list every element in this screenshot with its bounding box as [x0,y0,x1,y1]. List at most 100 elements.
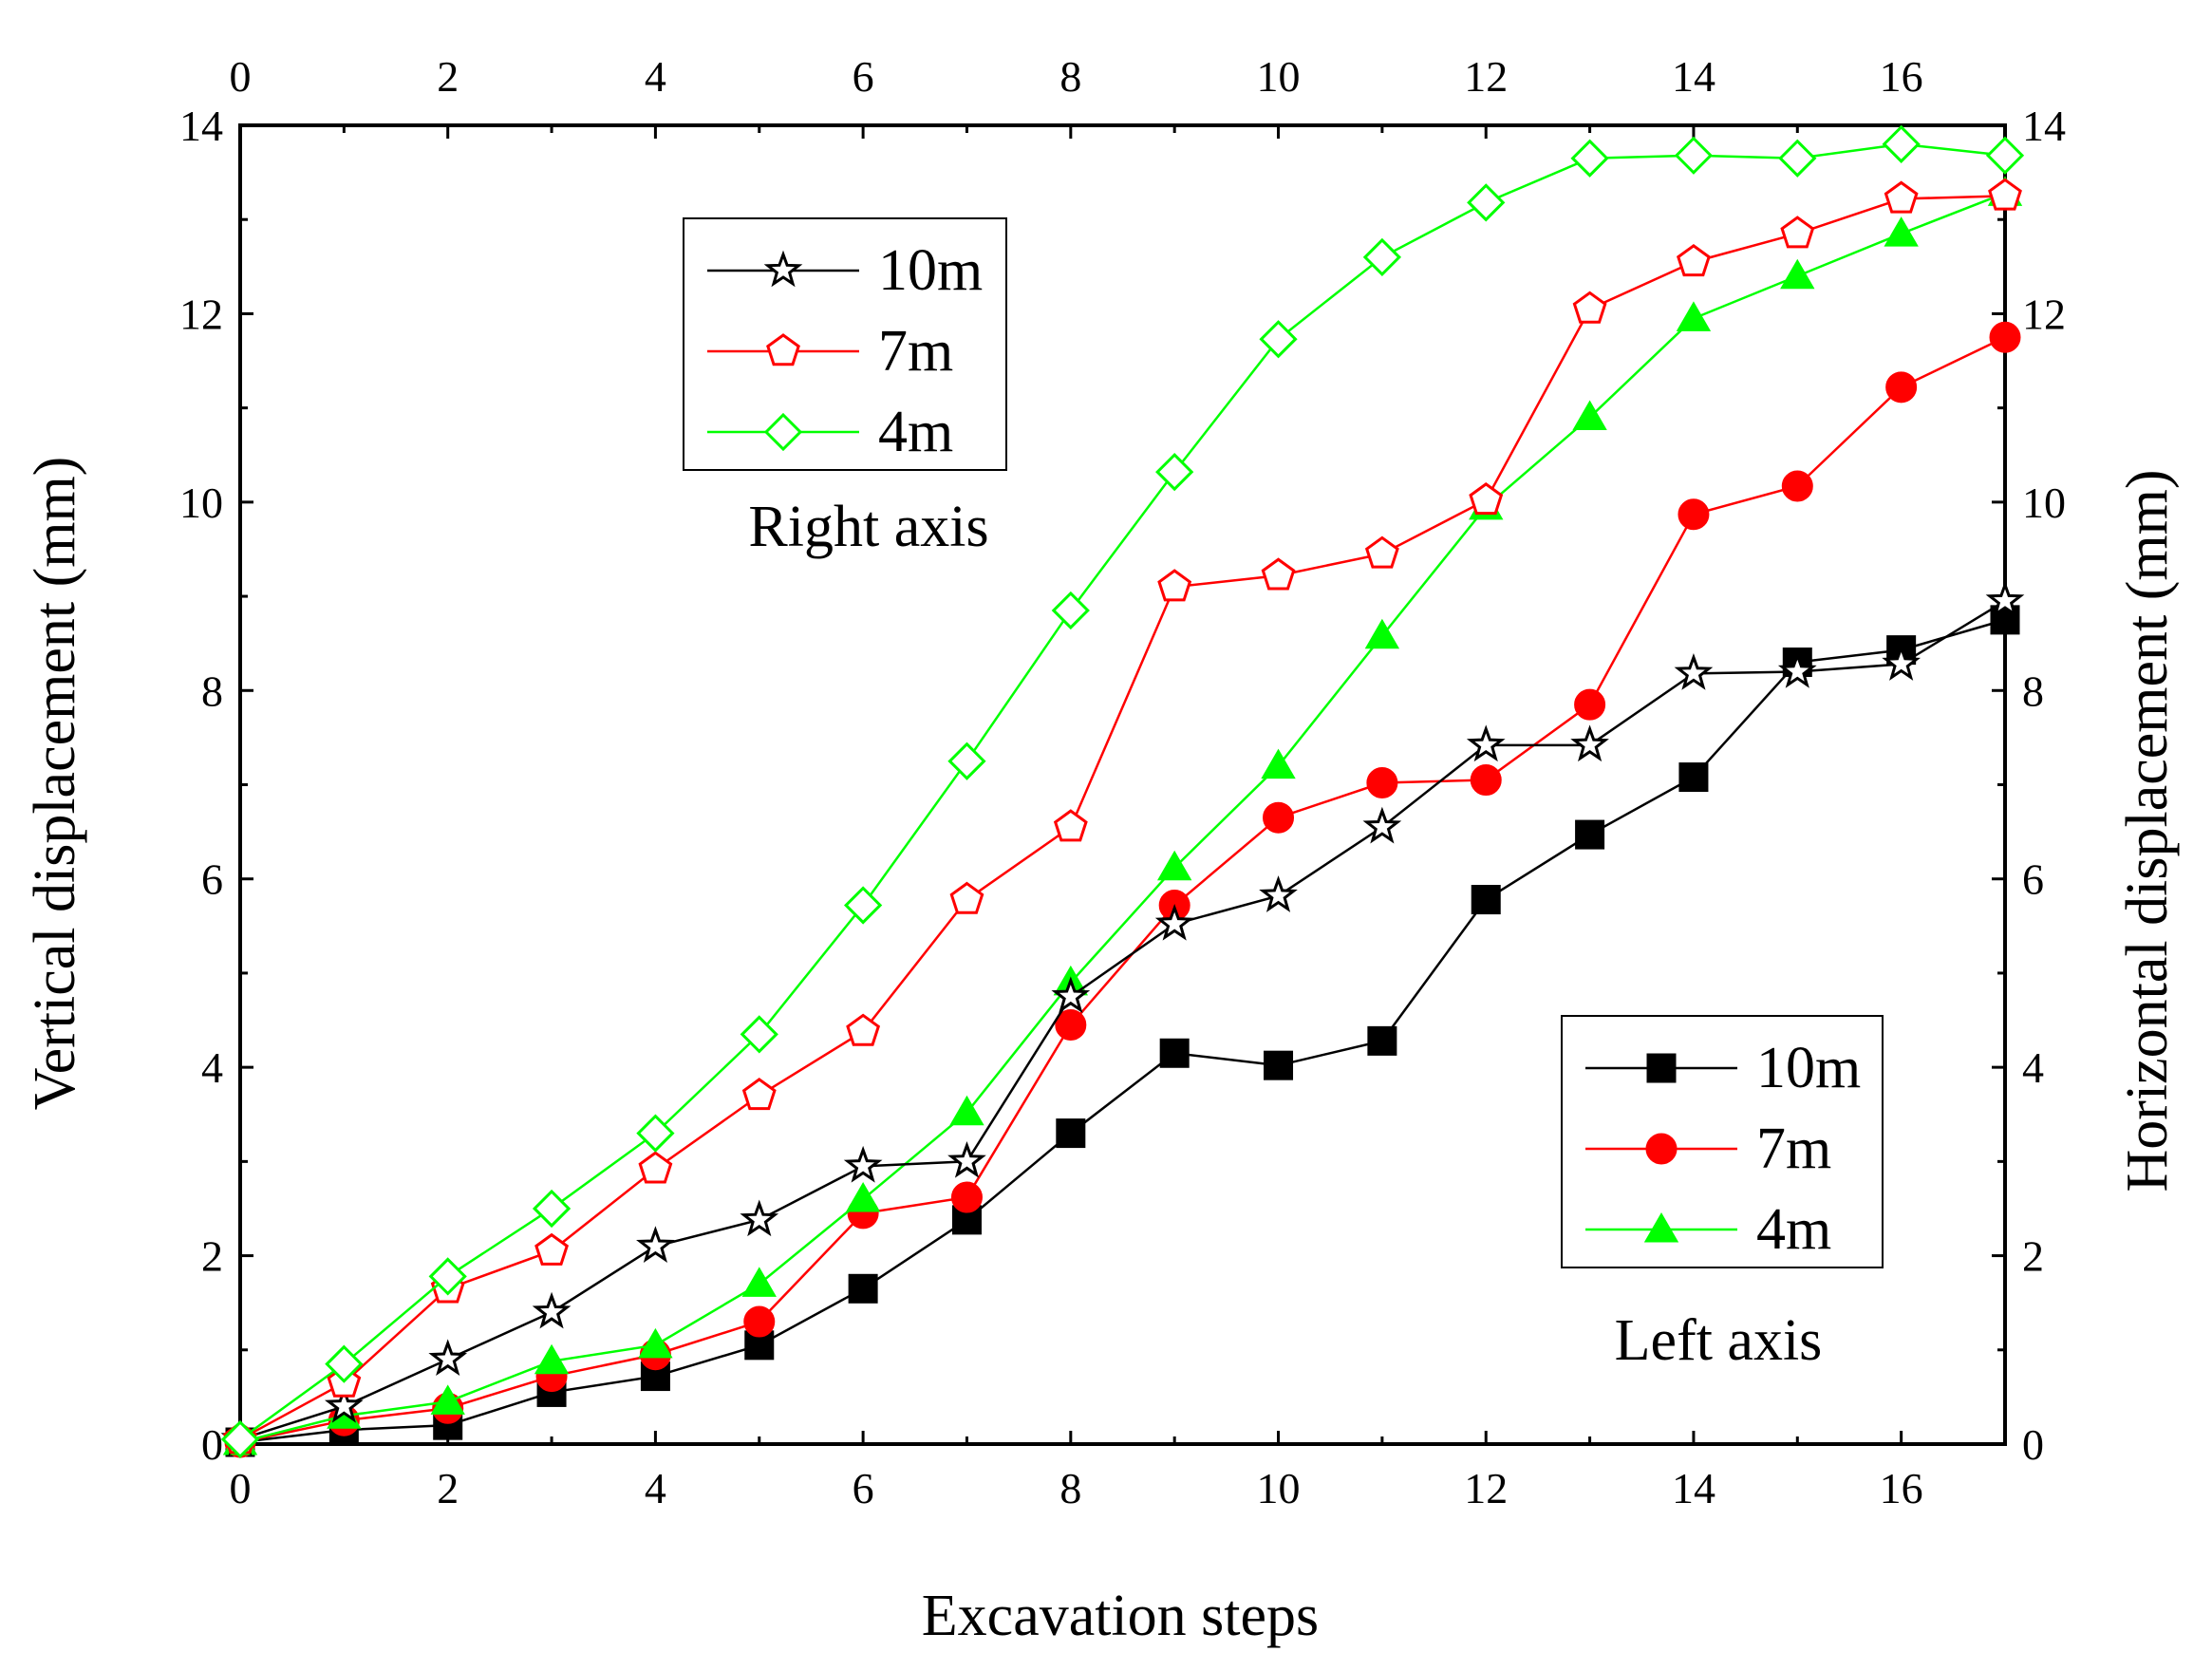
x-tick-label-top: 6 [853,52,874,101]
data-point-left-10m-10 [1264,1050,1294,1080]
data-point-left-7m-17 [1989,321,2021,353]
data-point-left-4m-6 [845,1182,881,1212]
legend-bottom-label-2: 4m [1756,1197,1831,1262]
data-point-left-4m-15 [1780,258,1815,290]
series-line-right-10m [239,599,2006,1441]
data-point-left-4m-10 [1261,748,1296,779]
data-point-right-4m-17 [1985,136,2025,175]
legend-top: 10m 7m 4m [683,217,1007,471]
data-point-right-10m-13 [1570,724,1609,762]
data-point-right-10m-12 [1466,724,1506,762]
data-point-right-7m-3 [534,1232,569,1266]
data-point-right-10m-15 [1777,651,1817,688]
y-left-tick-label: 8 [201,667,223,715]
legend-top-sample-2-marker [763,412,803,452]
data-point-right-10m-1 [324,1385,364,1423]
data-point-left-7m-8 [1055,1008,1087,1041]
data-point-right-4m-3 [532,1189,572,1229]
data-point-right-7m-6 [846,1013,881,1046]
data-point-right-10m-5 [740,1199,779,1237]
data-point-right-4m-4 [636,1114,675,1153]
data-point-right-10m-17 [1985,580,2025,618]
data-point-left-4m-3 [534,1343,570,1375]
data-point-right-10m-11 [1362,806,1402,844]
series-line-left-10m [239,618,2006,1444]
data-point-left-7m-7 [950,1181,983,1213]
data-point-right-10m-2 [428,1339,468,1377]
data-point-right-10m-10 [1259,875,1298,912]
series-layer [220,124,2025,1459]
y-left-tick-label: 12 [179,290,223,338]
y-left-tick-label: 0 [201,1420,223,1469]
y-left-tick-label: 2 [201,1232,223,1281]
x-tick-label-bottom: 16 [1880,1464,1923,1512]
data-point-right-4m-12 [1467,183,1506,222]
data-point-right-4m-14 [1674,136,1714,175]
x-tick-label-bottom: 0 [230,1464,252,1512]
data-point-left-7m-16 [1885,371,1918,404]
data-point-left-10m-6 [848,1273,878,1304]
y-right-tick-label: 0 [2022,1420,2044,1469]
series-right-10m [220,580,2025,1456]
data-point-right-4m-6 [843,886,883,925]
x-tick-label-bottom: 4 [645,1464,666,1512]
x-tick-label-top: 10 [1257,52,1301,101]
legend-bottom-sample-0-marker [1646,1053,1677,1083]
left-y-axis-title: Vertical displacement (mm) [23,457,87,1111]
data-point-right-4m-8 [1051,591,1090,630]
data-point-left-7m-13 [1574,688,1606,721]
legend-top-label-1: 7m [878,319,953,384]
x-tick-label-bottom: 2 [437,1464,459,1512]
data-point-right-7m-9 [1157,569,1192,602]
data-point-right-10m-6 [843,1145,883,1183]
data-point-right-4m-0 [220,1419,260,1459]
data-point-right-7m-5 [741,1078,777,1111]
legend-top-sample-0-marker [763,250,803,288]
y-right-tick-label: 2 [2022,1232,2044,1281]
series-right-7m [223,178,2022,1455]
series-line-left-4m [239,192,2006,1444]
x-tick-label-bottom: 10 [1257,1464,1301,1512]
y-left-tick-label: 6 [201,855,223,904]
data-point-left-7m-10 [1263,801,1295,834]
data-point-right-10m-16 [1882,644,1921,681]
series-line-left-7m [239,336,2006,1444]
data-point-left-10m-11 [1367,1025,1397,1056]
left-axis-annotation: Left axis [1615,1308,1823,1373]
data-point-left-4m-2 [430,1384,465,1415]
legend-bottom-label-1: 7m [1756,1117,1831,1181]
x-tick-label-top: 2 [437,52,459,101]
data-point-right-7m-13 [1572,291,1607,324]
data-point-left-10m-8 [1056,1118,1086,1149]
legend-bottom-box [1561,1015,1884,1268]
x-tick-label-bottom: 8 [1059,1464,1081,1512]
series-left-7m [224,321,2021,1458]
data-point-right-10m-4 [636,1226,675,1263]
y-right-tick-label: 10 [2022,479,2066,527]
data-point-left-4m-16 [1884,216,1919,247]
data-point-left-4m-5 [741,1267,777,1297]
x-tick-label-top: 14 [1672,52,1715,101]
data-point-right-7m-14 [1677,244,1711,277]
data-point-left-4m-9 [1156,850,1192,881]
legend-top-box [683,217,1007,471]
y-right-tick-label: 14 [2022,102,2066,150]
data-point-right-4m-1 [325,1344,364,1383]
data-point-left-4m-7 [949,1095,984,1126]
data-point-right-7m-17 [1988,178,2022,211]
legend-top-label-2: 4m [878,400,953,464]
data-point-left-4m-13 [1572,400,1607,431]
y-left-tick-label: 4 [201,1043,223,1092]
data-point-right-10m-14 [1674,653,1714,690]
data-point-left-10m-9 [1159,1038,1190,1068]
data-point-left-7m-15 [1781,470,1813,502]
x-tick-label-bottom: 14 [1672,1464,1715,1512]
data-point-right-4m-15 [1778,139,1817,178]
data-point-left-7m-14 [1678,498,1710,531]
data-point-right-4m-9 [1155,452,1194,492]
legend-top-label-0: 10m [878,238,983,303]
data-point-left-10m-12 [1471,885,1501,915]
x-tick-label-bottom: 6 [853,1464,874,1512]
data-point-right-10m-9 [1154,903,1194,941]
